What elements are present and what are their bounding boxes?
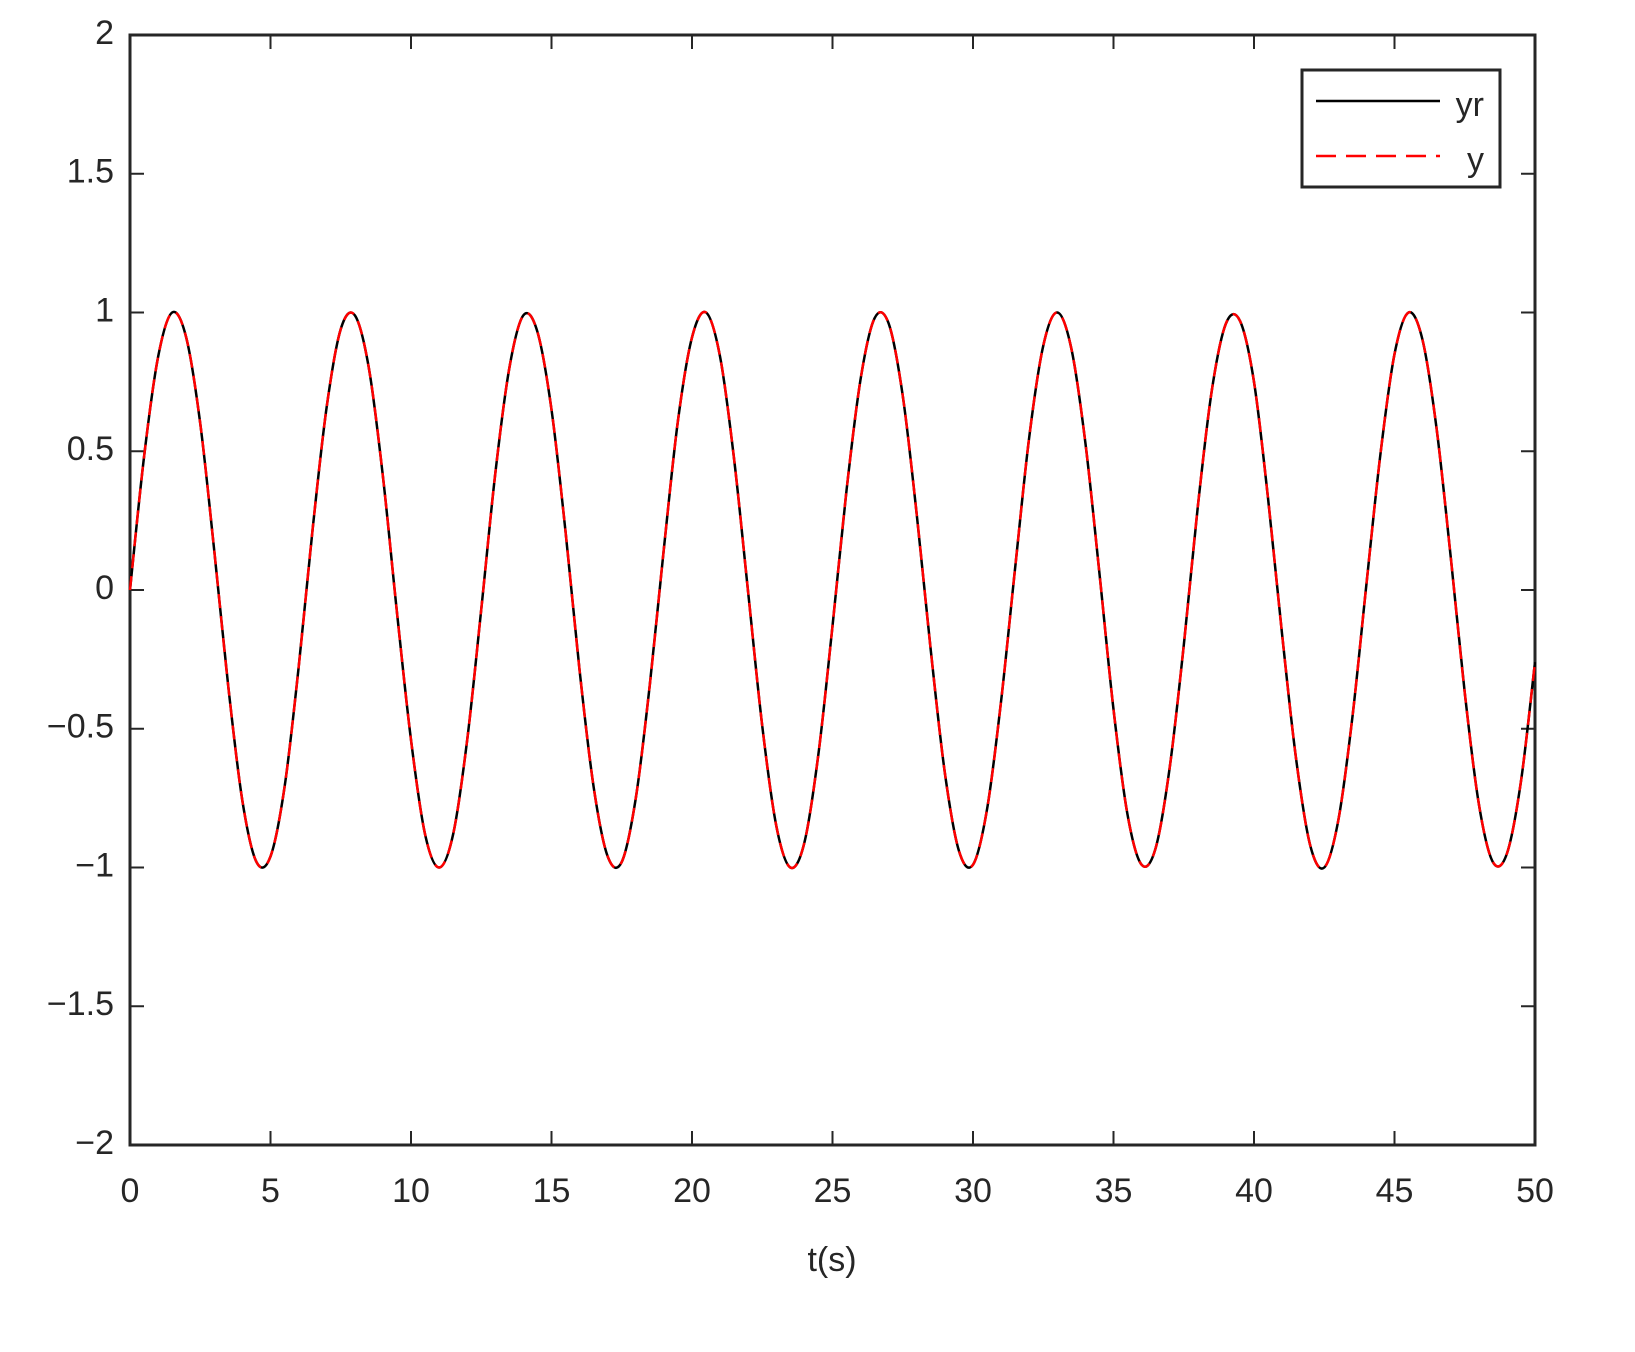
x-tick-label: 25 <box>814 1172 852 1210</box>
x-tick-label: 40 <box>1235 1172 1273 1210</box>
y-tick-label: 1 <box>95 291 114 329</box>
y-tick-label: 0 <box>95 569 114 607</box>
legend-label: yr <box>1456 86 1484 124</box>
x-tick-label: 35 <box>1095 1172 1133 1210</box>
y-tick-label: 1.5 <box>67 153 114 191</box>
plot-frame <box>128 33 1537 1147</box>
x-tick-label: 0 <box>121 1172 140 1210</box>
x-tick-label: 5 <box>261 1172 280 1210</box>
y-tick-label: −1 <box>75 846 114 884</box>
x-tick-label: 10 <box>392 1172 430 1210</box>
y-tick-label: −2 <box>75 1124 114 1162</box>
y-tick-label: 0.5 <box>67 430 114 468</box>
y-tick-label: −0.5 <box>47 708 114 746</box>
y-tick-label: 2 <box>95 14 114 52</box>
x-axis-label: t(s) <box>807 1241 856 1279</box>
x-tick-label: 45 <box>1376 1172 1414 1210</box>
x-tick-label: 20 <box>673 1172 711 1210</box>
y-tick-label: −1.5 <box>47 985 114 1023</box>
legend-label: y <box>1467 141 1484 179</box>
x-tick-label: 30 <box>954 1172 992 1210</box>
legend-box <box>1300 68 1502 189</box>
x-tick-label: 50 <box>1516 1172 1554 1210</box>
x-tick-label: 15 <box>533 1172 571 1210</box>
series-line <box>128 310 1537 870</box>
